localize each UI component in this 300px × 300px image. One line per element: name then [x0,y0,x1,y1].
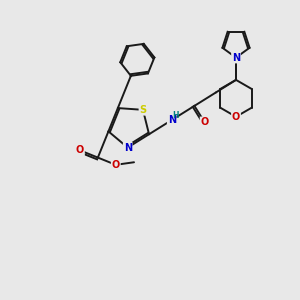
Text: N: N [124,142,132,153]
Text: O: O [76,145,84,155]
Text: O: O [112,160,120,170]
Text: H: H [172,111,178,120]
Text: S: S [140,105,146,115]
Text: O: O [232,112,240,122]
Text: N: N [232,52,240,63]
Text: O: O [200,117,209,127]
Text: N: N [168,115,176,125]
